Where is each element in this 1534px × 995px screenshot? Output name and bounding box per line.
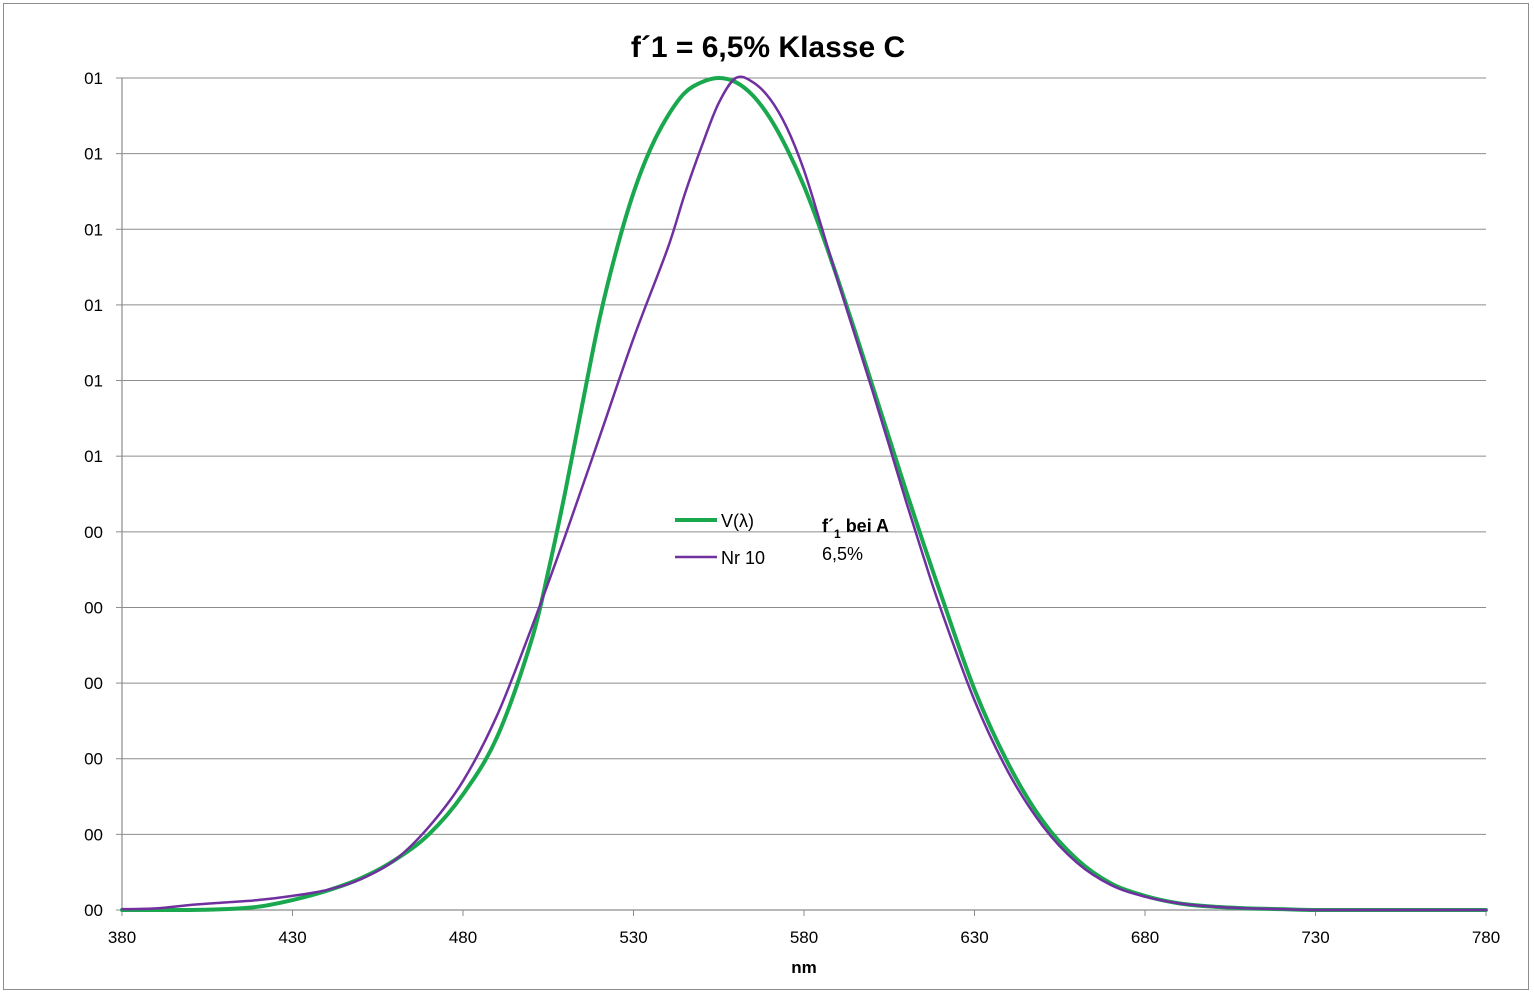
x-tick-label: 580 <box>790 928 818 947</box>
x-tick-label: 530 <box>619 928 647 947</box>
gridlines <box>116 77 1486 911</box>
legend: V(λ) Nr 10 <box>675 511 765 568</box>
y-tick-label: 00 <box>84 598 103 617</box>
series-lines <box>120 75 1488 913</box>
x-tick-labels: 380 430 480 530 580 630 680 730 780 <box>108 928 1500 947</box>
axes <box>121 78 1487 916</box>
y-tick-label: 00 <box>84 901 103 920</box>
x-tick-label: 730 <box>1301 928 1329 947</box>
series-line-v-lambda <box>120 76 1488 913</box>
x-axis-label: nm <box>791 958 817 977</box>
chart-frame <box>3 3 1529 990</box>
x-tick-label: 630 <box>960 928 988 947</box>
y-tick-label: 00 <box>84 674 103 693</box>
y-tick-label: 01 <box>84 447 103 466</box>
x-tick-label: 480 <box>449 928 477 947</box>
series-line-nr-10 <box>120 75 1488 912</box>
annotation-label: f´1 bei A <box>822 516 889 541</box>
y-tick-label: 01 <box>84 69 103 88</box>
y-tick-label: 00 <box>84 523 103 542</box>
annotation-value: 6,5% <box>822 544 863 564</box>
y-tick-labels: 00 00 00 00 00 00 01 01 01 01 01 01 <box>84 69 103 920</box>
x-tick-label: 780 <box>1472 928 1500 947</box>
x-tick-label: 430 <box>278 928 306 947</box>
y-tick-label: 01 <box>84 372 103 391</box>
x-tick-label: 680 <box>1131 928 1159 947</box>
y-tick-label: 00 <box>84 750 103 769</box>
y-tick-label: 01 <box>84 145 103 164</box>
legend-label-v-lambda: V(λ) <box>721 511 754 531</box>
chart-title: f´1 = 6,5% Klasse C <box>631 31 905 64</box>
y-tick-label: 01 <box>84 296 103 315</box>
f1-annotation: f´1 bei A 6,5% <box>822 516 889 564</box>
y-tick-label: 00 <box>84 825 103 844</box>
y-tick-label: 01 <box>84 220 103 239</box>
legend-label-nr-10: Nr 10 <box>721 548 765 568</box>
x-tick-label: 380 <box>108 928 136 947</box>
